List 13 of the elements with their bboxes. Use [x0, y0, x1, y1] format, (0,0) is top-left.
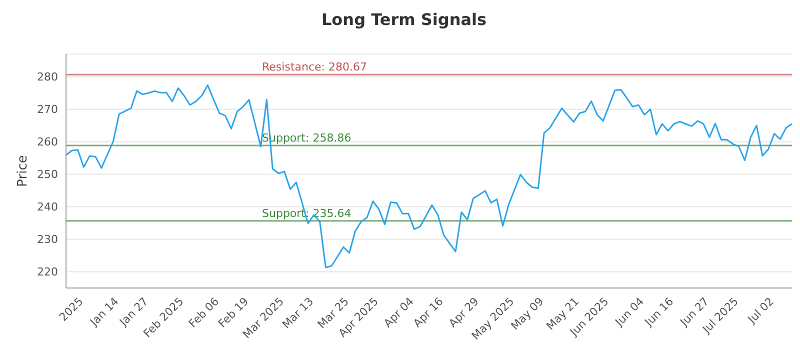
- y-tick-label: 260: [37, 136, 58, 149]
- ref-line-label: Resistance: 280.67: [262, 60, 367, 74]
- line-series: [65, 84, 793, 268]
- y-tick-label: 230: [37, 233, 58, 246]
- chart-title: Long Term Signals: [320, 9, 488, 31]
- y-tick-label: 280: [37, 70, 58, 84]
- y-tick-label: 270: [37, 103, 58, 116]
- y-axis-title: Price: [16, 155, 31, 187]
- x-tick-label: Jun 16: [642, 294, 676, 330]
- y-tick-label: 220: [37, 266, 58, 279]
- y-tick-label: 240: [37, 200, 58, 214]
- x-tick-label: Jul 02: [744, 294, 776, 327]
- y-tick-label: 250: [37, 168, 58, 182]
